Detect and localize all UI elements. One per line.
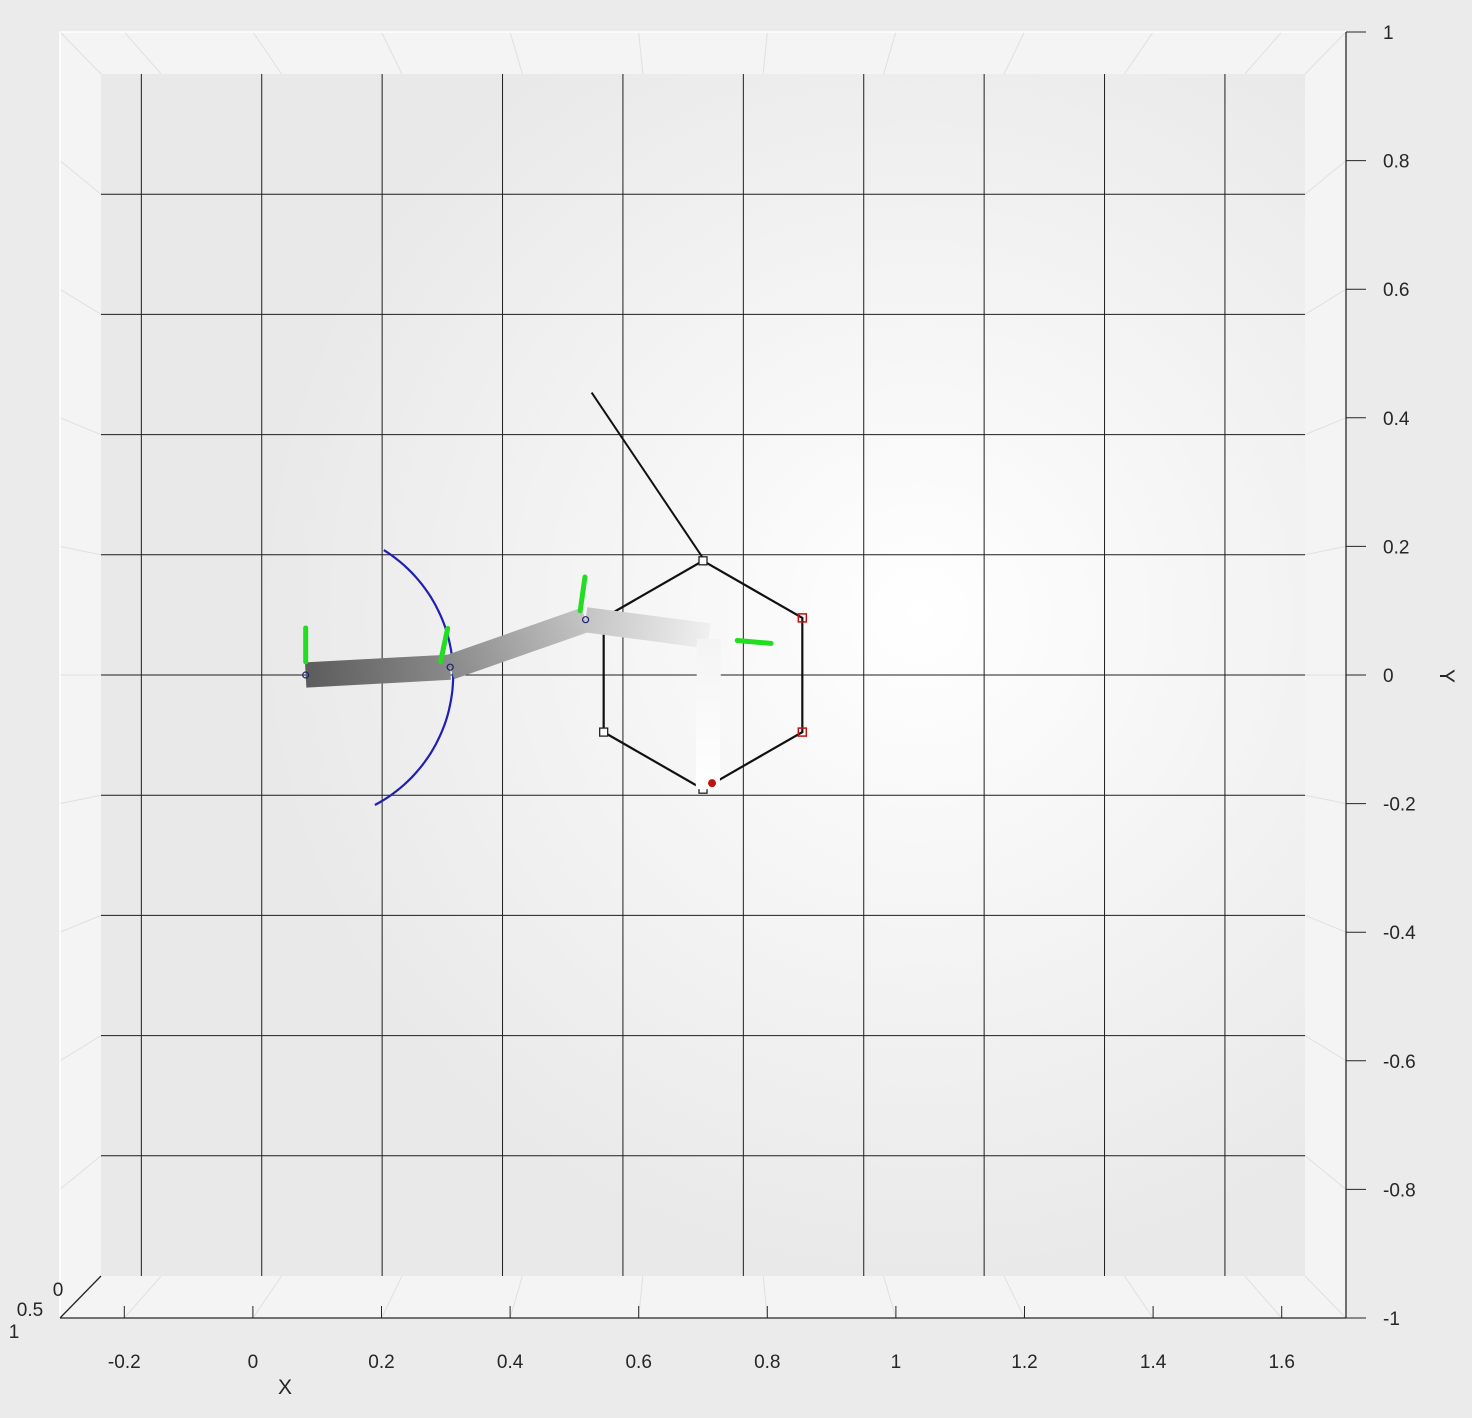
wall-line [1304, 417, 1347, 436]
arc-path [374, 549, 455, 806]
wall-line [1123, 1275, 1154, 1319]
joint-markers [303, 574, 774, 665]
x-tick-label: -0.2 [108, 1352, 141, 1373]
hexagon-vertex-black [599, 727, 609, 737]
y-tick-label: 0.2 [1383, 537, 1409, 558]
y-axis-label: Y [1435, 669, 1458, 683]
y-tick-label: 0.4 [1383, 409, 1410, 430]
workspace-arc [374, 549, 455, 806]
hexagon-vertex-black [698, 556, 708, 566]
wall-line [1304, 1275, 1347, 1319]
z-tick-label: 1 [9, 1322, 20, 1343]
arm-joint [446, 663, 454, 671]
x-tick-label: 1 [891, 1352, 902, 1373]
wall-line [762, 31, 768, 75]
x-tick-label: 0.6 [625, 1352, 651, 1373]
y-tick-label: 0.6 [1383, 280, 1409, 301]
arm-link [304, 654, 451, 688]
y-tick-label: 0 [1383, 666, 1394, 687]
wall-line [381, 1275, 403, 1319]
wall-line [1304, 1155, 1347, 1190]
wall-line [509, 31, 523, 75]
wall-line [883, 31, 897, 75]
hexagon-vertex-red [797, 727, 808, 737]
wall-line [59, 1035, 102, 1062]
wall-line [509, 1275, 523, 1319]
x-tick-label: 0.4 [497, 1352, 524, 1373]
x-axis-label: X [278, 1376, 292, 1399]
hexagon-vertex-red [797, 613, 808, 623]
z-tick-label: 0 [53, 1280, 64, 1301]
z-tick-label: 0.5 [17, 1300, 43, 1321]
arm-links [304, 607, 722, 790]
wall-line [59, 545, 102, 556]
y-tick-label: 1 [1383, 23, 1394, 44]
wall-line [1304, 1035, 1347, 1062]
wall-line [59, 1155, 102, 1190]
wall-line [1003, 1275, 1025, 1319]
wall-line [59, 914, 102, 933]
x-axis: -0.2 0 0.2 0.4 0.6 0.8 1 1.2 1.4 1.6 [108, 1306, 1295, 1373]
wall-line [123, 31, 162, 75]
x-tick-label: 0.2 [368, 1352, 394, 1373]
wall-line [1304, 545, 1347, 556]
wall-line [59, 794, 102, 805]
end-effector-dot [708, 779, 717, 788]
wall-line [1003, 31, 1025, 75]
wall-line [1304, 794, 1347, 805]
x-tick-label: 0 [248, 1352, 259, 1373]
arm-joint [582, 616, 590, 624]
wall-line [59, 288, 102, 315]
wall-line [59, 31, 102, 75]
z-axis-line [59, 1275, 102, 1319]
wall-line [1123, 31, 1154, 75]
wall-line [1304, 31, 1347, 75]
wall-line [59, 160, 102, 195]
y-tick-label: -0.8 [1383, 1180, 1416, 1201]
joint-marker [438, 625, 451, 665]
arm-joints [302, 616, 717, 788]
wall-line [1304, 160, 1347, 195]
arm-joint [302, 671, 310, 679]
arm-link [583, 607, 711, 649]
y-tick-label: -1 [1383, 1309, 1400, 1330]
y-tick-label: -0.6 [1383, 1052, 1416, 1073]
wall-line [1304, 914, 1347, 933]
x-tick-label: 1.2 [1011, 1352, 1037, 1373]
wall-line [638, 1275, 644, 1319]
wall-line [638, 31, 644, 75]
x-tick-label: 1.4 [1140, 1352, 1167, 1373]
wall-line [1244, 31, 1283, 75]
wall-line [381, 31, 403, 75]
wall-line [1304, 288, 1347, 315]
joint-marker [734, 637, 774, 646]
wall-line [883, 1275, 897, 1319]
y-axis: 1 0.8 0.6 0.4 0.2 0 -0.2 -0.4 -0.6 -0.8 -1 [1346, 23, 1416, 1330]
x-tick-label: 0.8 [754, 1352, 780, 1373]
z-axis: 00.51 [9, 1280, 64, 1343]
joint-marker [577, 574, 588, 614]
pointer-line [590, 391, 706, 562]
wall-line [252, 31, 283, 75]
wall-line [762, 1275, 768, 1319]
wall-line [123, 1275, 162, 1319]
y-tick-label: -0.4 [1383, 923, 1416, 944]
x-tick-label: 1.6 [1268, 1352, 1294, 1373]
y-tick-label: -0.2 [1383, 795, 1416, 816]
arm-link [695, 638, 722, 790]
y-tick-label: 0.8 [1383, 152, 1409, 173]
arm-link [445, 607, 590, 680]
wall-line [59, 417, 102, 436]
pointer-segment [590, 391, 706, 562]
wall-line [1244, 1275, 1283, 1319]
wall-line [252, 1275, 283, 1319]
